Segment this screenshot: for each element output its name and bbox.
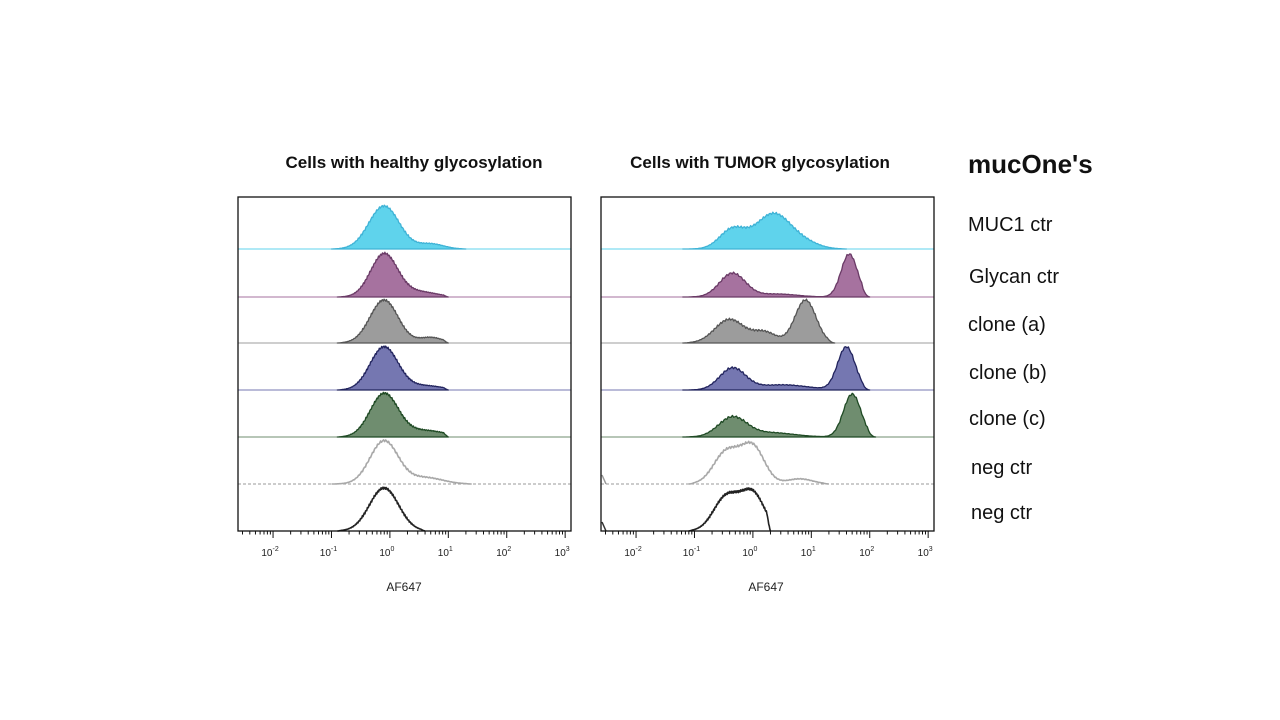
x-axis-label-healthy: AF647 [386,580,422,594]
x-tick-label: 101 [438,546,453,559]
histogram-neg-ctr [688,487,772,532]
histogram-muc1-ctr [682,211,848,250]
histogram-neg-ctr [688,440,829,485]
edge-event-line [601,474,607,485]
histogram-clone-b [682,346,871,391]
x-tick-label: 10-1 [683,546,700,559]
x-tick-label: 102 [496,546,511,559]
histogram-neg-ctr [331,439,472,485]
histogram-clone-a [336,298,449,344]
panel-title-healthy: Cells with healthy glycosylation [286,153,543,172]
x-tick-label: 101 [801,546,816,559]
histogram-muc1-ctr [330,204,467,250]
plot-area-healthy: 10-2 10-1 100 101 102 103 [237,196,572,559]
histogram-clone-c [336,391,449,438]
legend-item-muc1-ctr: MUC1 ctr [968,214,1053,236]
histogram-clone-a [682,298,836,344]
panel-title-tumor: Cells with TUMOR glycosylation [630,153,890,172]
x-axis-label-tumor: AF647 [748,580,784,594]
histogram-glycan-ctr [336,251,449,298]
legend-item-neg-ctr: neg ctr [971,457,1032,479]
x-tick-label: 100 [742,546,757,559]
histogram-clone-b [336,345,449,391]
legend-item-clone-b: clone (b) [969,362,1047,384]
legend-item-neg-ctr: neg ctr [971,502,1032,524]
plot-frame [600,196,935,532]
panel-tumor: Cells with TUMOR glycosylation 10-2 10-1 1… [600,153,935,594]
plot-area-tumor: 10-2 10-1 100 101 102 103 [600,196,935,559]
edge-event-line [601,521,607,532]
x-tick-label: 100 [379,546,394,559]
x-tick-label: 10-2 [261,546,278,559]
x-tick-label: 10-2 [624,546,641,559]
legend-items: MUC1 ctr Glycan ctr clone (a) clone (b) clon… [968,214,1059,524]
legend-title: mucOne's [968,149,1093,179]
x-tick-label: 102 [859,546,874,559]
legend-item-clone-c: clone (c) [969,408,1046,430]
panel-healthy: Cells with healthy glycosylation 10-2 10-… [237,153,572,594]
legend: mucOne's MUC1 ctr Glycan ctr clone (a) clon… [968,149,1093,524]
x-tick-label: 103 [555,546,570,559]
x-tick-label: 103 [918,546,933,559]
legend-item-glycan-ctr: Glycan ctr [969,266,1059,288]
histogram-glycan-ctr [682,253,871,298]
histogram-neg-ctr [337,486,426,532]
plot-frame [237,196,572,532]
legend-item-clone-a: clone (a) [968,314,1046,336]
x-tick-label: 10-1 [320,546,337,559]
histogram-clone-c [682,392,877,438]
